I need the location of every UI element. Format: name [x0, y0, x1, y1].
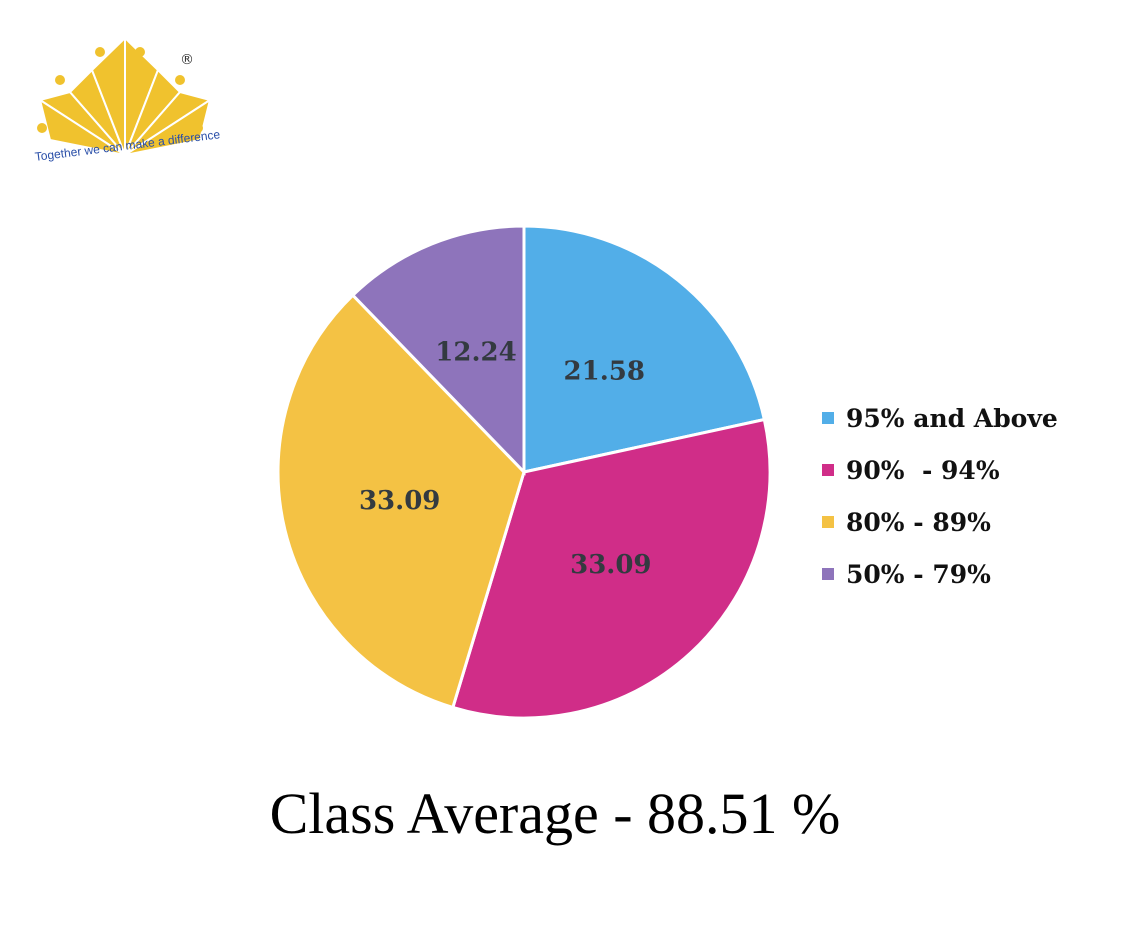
logo: ® — [37, 35, 213, 156]
legend-swatch — [822, 412, 834, 424]
legend-item: 90% - 94% — [822, 444, 1058, 496]
legend-label: 80% - 89% — [846, 507, 991, 537]
pie-slice — [350, 224, 526, 476]
pie-slice — [276, 293, 526, 710]
legend-item: 95% and Above — [822, 392, 1058, 444]
class-average-caption: Class Average - 88.51 % — [269, 781, 841, 846]
legend-label: 95% and Above — [846, 403, 1058, 433]
legend-label: 90% - 94% — [846, 455, 1000, 485]
crown-icon — [37, 35, 213, 156]
legend-label: 50% - 79% — [846, 559, 991, 589]
legend-swatch — [822, 516, 834, 528]
pie-slices — [276, 224, 772, 720]
pie-slice — [450, 417, 772, 720]
pie-value-label: 33.09 — [359, 486, 440, 516]
legend-item: 50% - 79% — [822, 548, 1058, 600]
legend: 95% and Above 90% - 94% 80% - 89% 50% - 79% — [822, 392, 1058, 600]
pie-value-label: 12.24 — [435, 337, 516, 367]
legend-swatch — [822, 464, 834, 476]
pie-value-labels: 21.58 33.09 33.09 12.24 — [359, 337, 652, 580]
pie-value-label: 33.09 — [570, 550, 651, 580]
pie-value-label: 21.58 — [564, 356, 645, 386]
pie-slice — [522, 224, 767, 474]
pie-chart: 21.58 33.09 33.09 12.24 — [276, 224, 772, 720]
legend-item: 80% - 89% — [822, 496, 1058, 548]
registered-mark: ® — [180, 52, 194, 68]
dots-icon — [37, 47, 203, 133]
legend-swatch — [822, 568, 834, 580]
